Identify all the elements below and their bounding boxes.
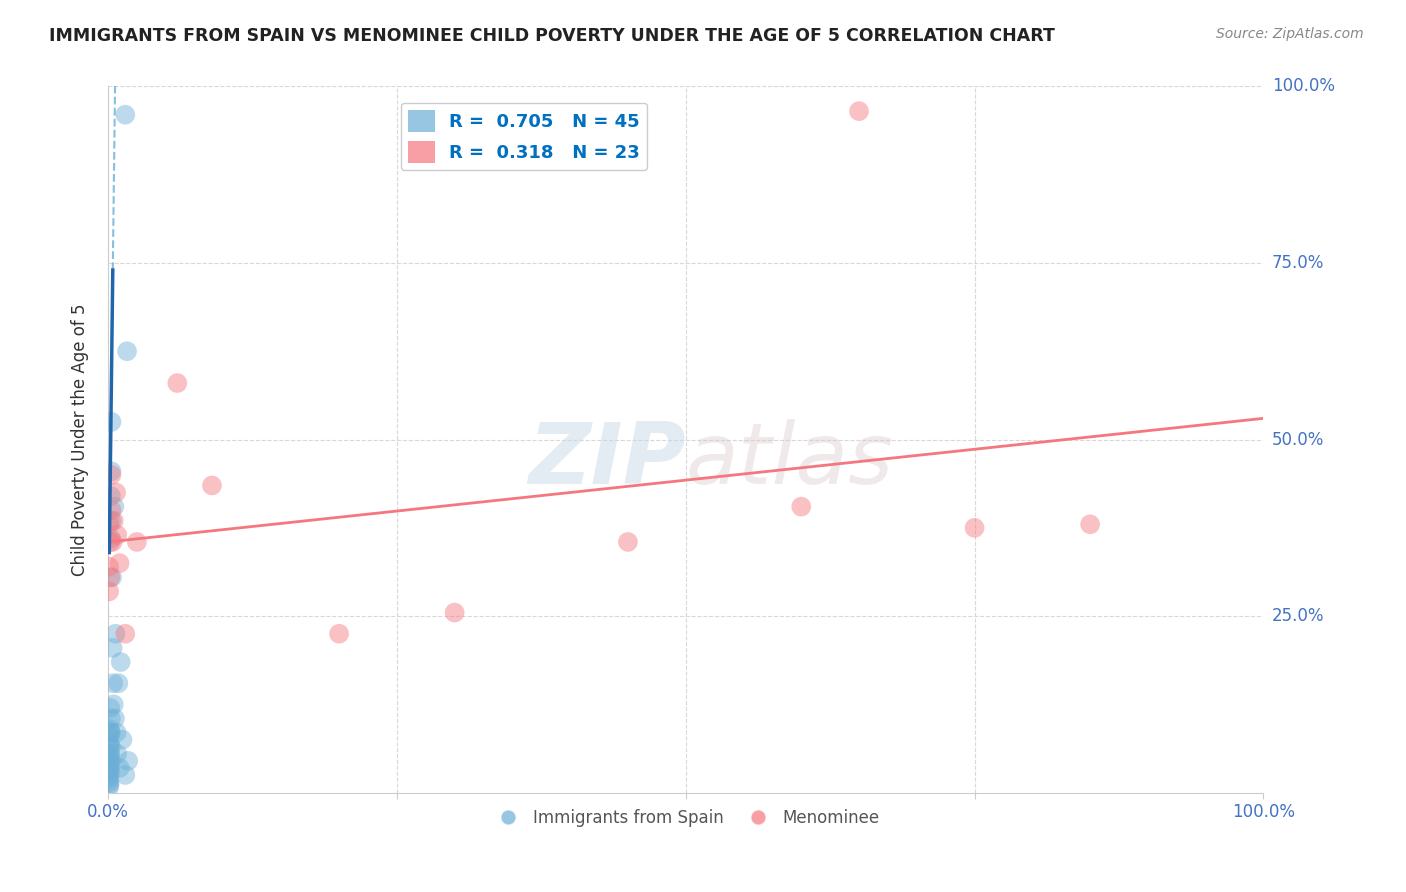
Point [114,768,136,782]
Point [98,764,121,779]
Point [114,108,136,122]
Point [108,556,131,570]
Point [98,768,121,782]
Point [98,761,121,775]
Point [100,503,122,517]
Point [104,711,127,725]
Point [98,747,121,761]
Point [100,711,122,725]
Point [101,570,124,584]
Point [100,514,122,528]
Point [100,725,122,739]
Point [1078,517,1101,532]
Text: ZIP: ZIP [529,419,686,502]
Point [100,464,122,478]
Point [100,532,122,546]
Point [117,754,139,768]
Point [98,584,121,599]
Text: 100.0%: 100.0% [1272,78,1334,95]
Point [443,606,465,620]
Point [98,701,121,715]
Point [110,655,132,669]
Point [98,777,121,791]
Point [98,761,121,775]
Point [100,489,122,503]
Point [108,761,131,775]
Y-axis label: Child Poverty Under the Age of 5: Child Poverty Under the Age of 5 [72,303,89,576]
Point [103,500,125,514]
Point [166,376,188,390]
Point [617,535,640,549]
Point [98,570,121,584]
Text: Source: ZipAtlas.com: Source: ZipAtlas.com [1216,27,1364,41]
Point [103,676,125,690]
Point [98,736,121,750]
Text: 75.0%: 75.0% [1272,254,1324,272]
Point [115,344,138,359]
Text: atlas: atlas [686,419,894,502]
Text: 50.0%: 50.0% [1272,431,1324,449]
Point [98,722,121,736]
Point [98,775,121,789]
Point [101,640,124,655]
Point [105,725,128,739]
Point [328,626,350,640]
Point [98,559,121,574]
Point [105,485,128,500]
Point [201,478,224,492]
Point [98,747,121,761]
Point [103,514,125,528]
Point [104,626,127,640]
Point [103,698,125,712]
Point [98,517,121,532]
Point [963,521,986,535]
Point [100,467,122,482]
Point [790,500,813,514]
Point [848,104,870,119]
Point [98,535,121,549]
Text: 25.0%: 25.0% [1272,607,1324,625]
Text: IMMIGRANTS FROM SPAIN VS MENOMINEE CHILD POVERTY UNDER THE AGE OF 5 CORRELATION : IMMIGRANTS FROM SPAIN VS MENOMINEE CHILD… [49,27,1054,45]
Point [98,729,121,743]
Point [100,739,122,754]
Point [98,754,121,768]
Point [98,750,121,764]
Point [98,780,121,794]
Point [125,535,148,549]
Point [114,626,136,640]
Point [98,772,121,786]
Point [101,535,124,549]
Legend: Immigrants from Spain, Menominee: Immigrants from Spain, Menominee [485,803,886,834]
Point [107,676,129,690]
Point [111,732,134,747]
Point [100,754,122,768]
Point [105,747,128,761]
Point [98,739,121,754]
Point [98,757,121,772]
Point [100,415,122,429]
Point [105,528,128,542]
Point [98,725,121,739]
